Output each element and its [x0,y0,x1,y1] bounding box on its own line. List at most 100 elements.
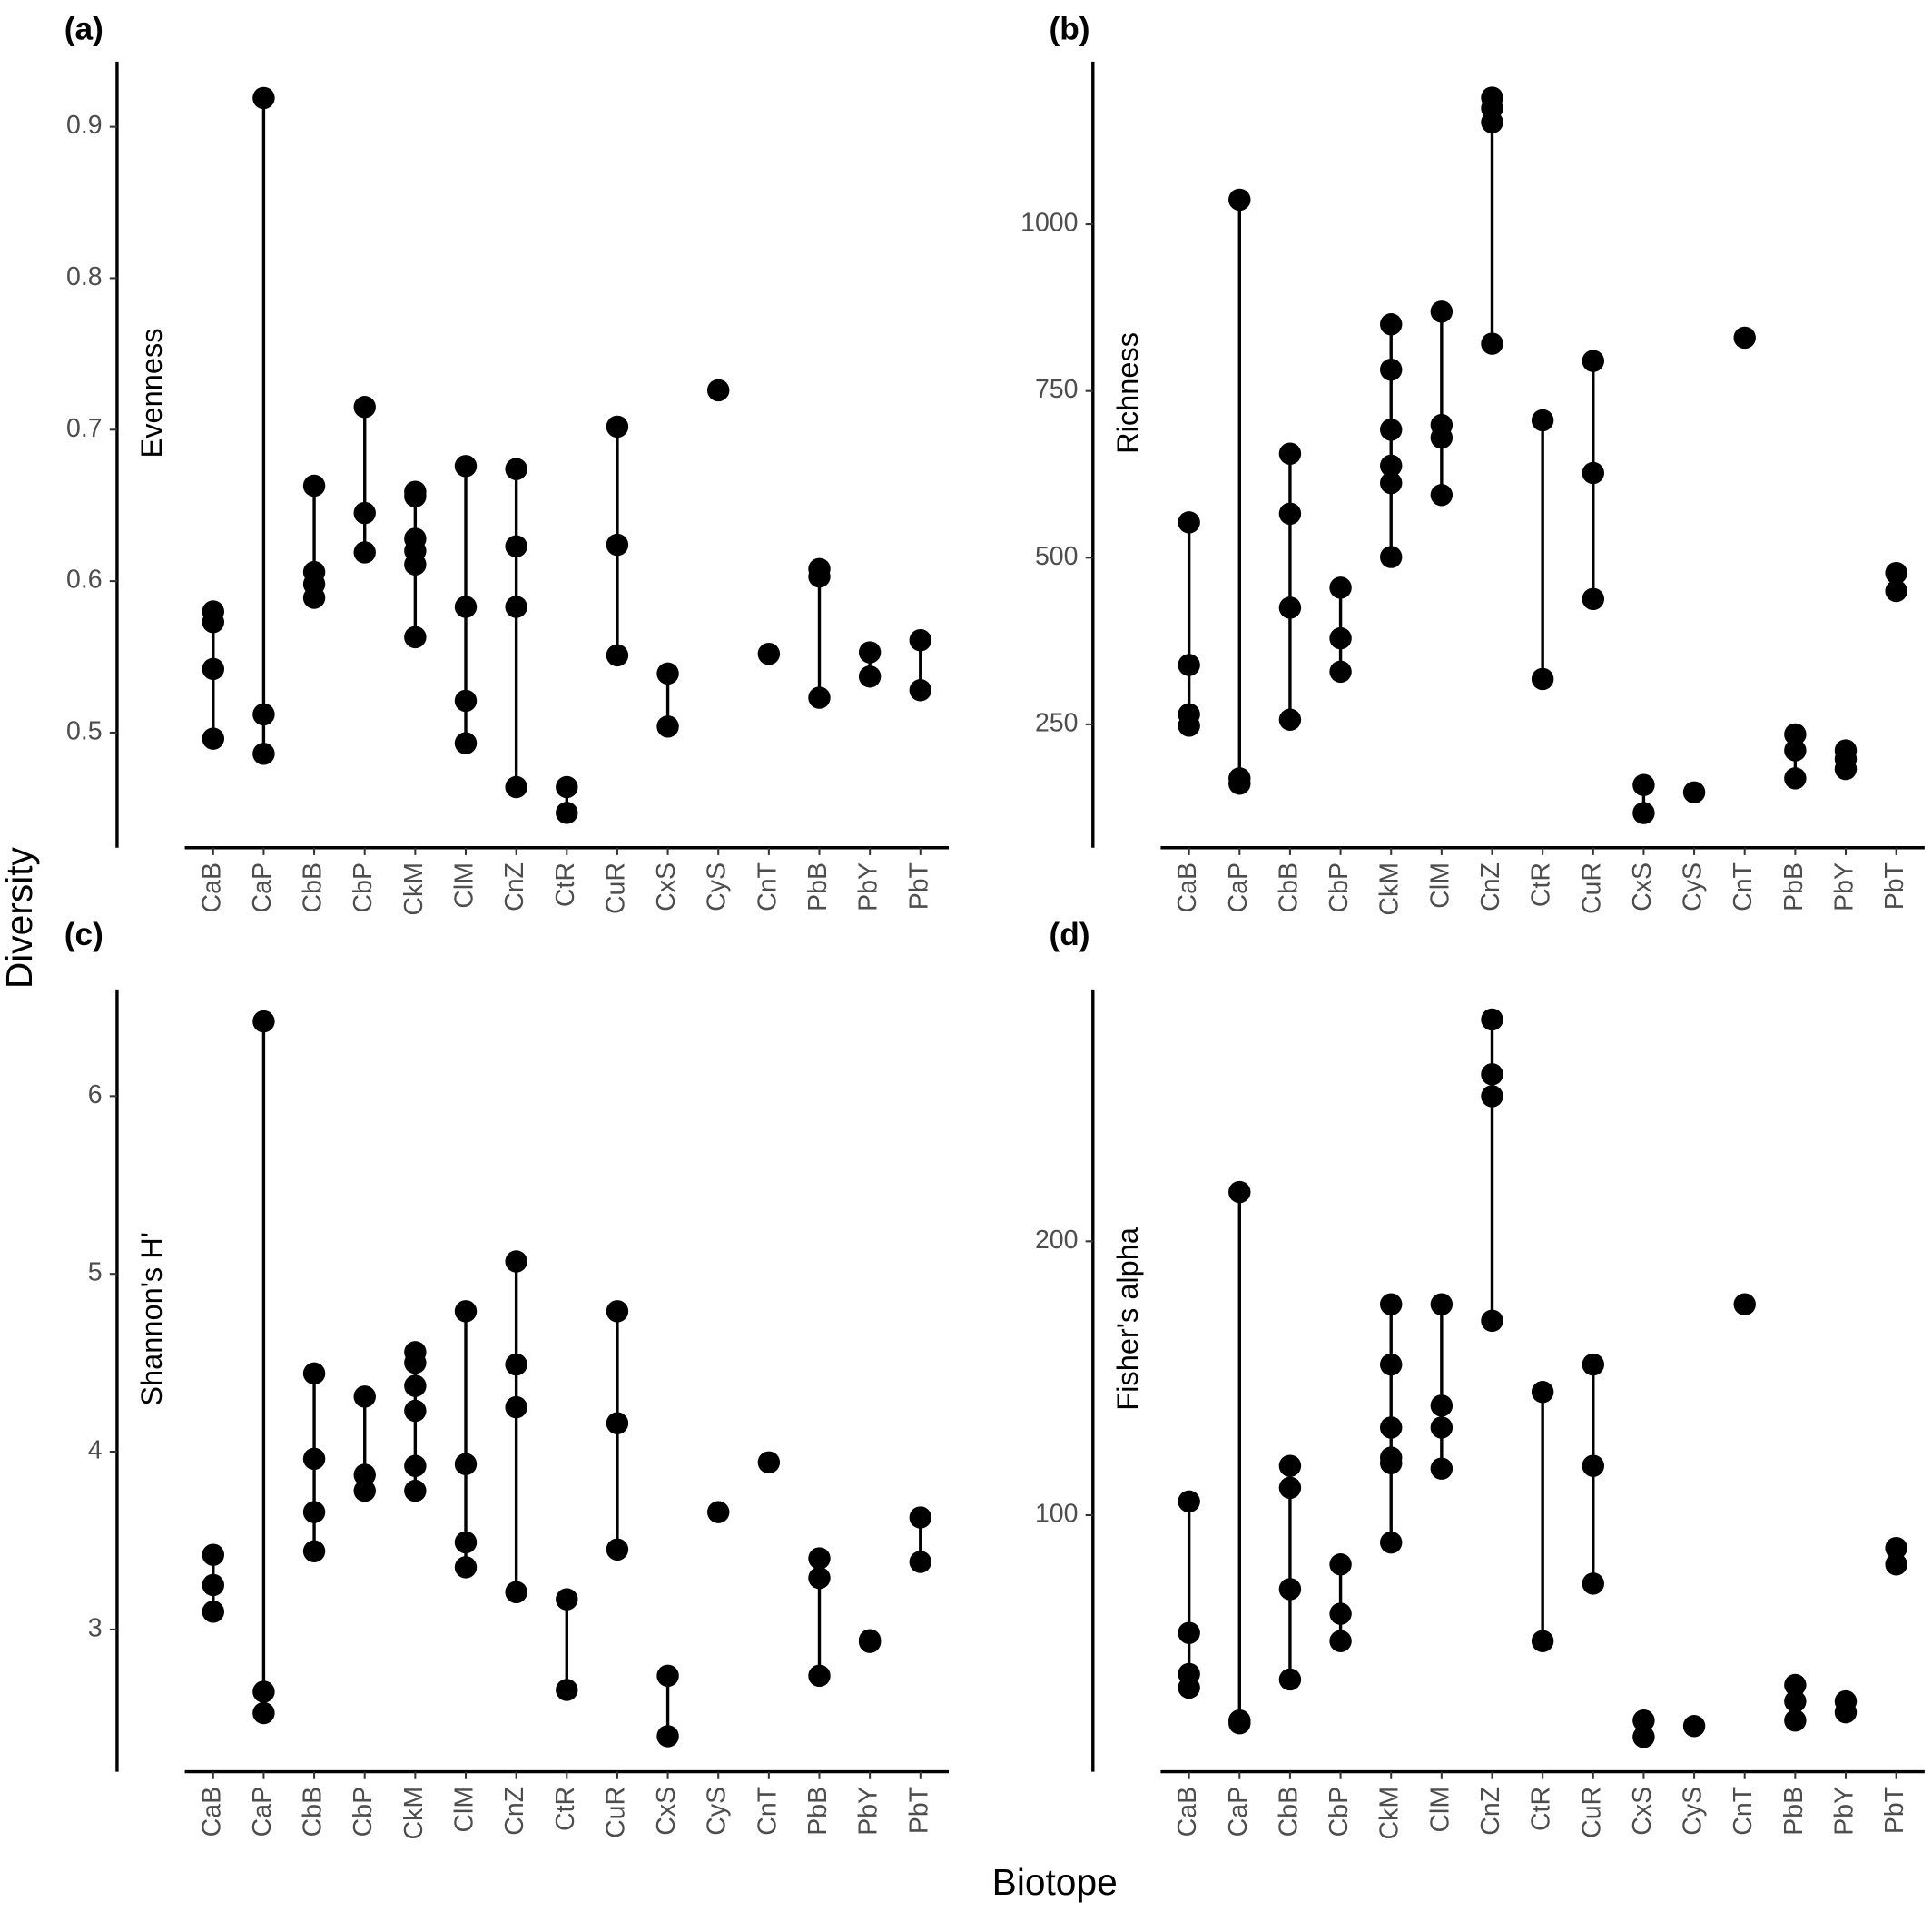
point [909,628,932,652]
point [353,1385,376,1408]
point [909,1551,932,1573]
x-tick-label: CaP [1224,862,1253,912]
point [1784,1709,1807,1732]
point [1380,313,1403,336]
x-tick-label: CtR [551,862,580,907]
x-tick-label: CbB [1274,1787,1303,1837]
point [1278,1454,1302,1477]
point [1278,1476,1302,1500]
x-tick-label: CxS [1628,862,1657,911]
point [556,1588,578,1611]
point [302,1447,326,1471]
point [1885,1536,1907,1560]
y-tick-label: 100 [1035,1500,1079,1529]
point [202,727,224,750]
point [202,1573,224,1597]
x-tick-label: ClM [450,862,479,909]
y-axis-label: Evenness [135,328,168,458]
x-tick-label: CkM [1375,1787,1405,1840]
x-tick-label: CuR [1577,1787,1606,1838]
point [404,1374,427,1397]
y-tick-label: 200 [1035,1226,1079,1255]
x-tick-label: CyS [703,862,732,911]
point [1733,326,1756,350]
x-tick-label: CnT [753,1787,782,1836]
x-tick-label: CbB [1274,862,1303,912]
panel-letter: (c) [64,917,104,952]
x-tick-label: CaB [197,1787,226,1837]
y-axis-label: Fisher's alpha [1111,1226,1144,1411]
point [1430,1457,1454,1480]
point [1531,667,1554,691]
point [909,679,932,702]
point [1278,1668,1302,1691]
point [1178,1490,1200,1513]
point [202,657,224,681]
y-tick-label: 5 [88,1258,103,1287]
point [353,396,376,419]
x-tick-label: CbB [299,862,328,912]
point [404,485,427,507]
point [454,455,478,478]
point [353,1479,376,1502]
point [1329,1602,1352,1625]
point [1329,1553,1352,1576]
point [656,715,679,738]
x-tick-label: CbP [349,1787,378,1837]
point [302,1362,326,1385]
x-tick-label: CaB [1173,862,1202,912]
point [505,1395,527,1419]
point [1380,546,1403,568]
panel-letter: (d) [1049,917,1089,952]
x-tick-label: PbB [803,862,833,911]
point [1178,654,1200,676]
x-tick-label: ClM [1425,1787,1454,1833]
point [202,610,224,634]
y-tick-label: 0.9 [66,111,103,140]
x-tick-label: CyS [1679,862,1708,911]
x-tick-label: PbB [1779,862,1809,911]
point [707,379,730,402]
point [1582,1572,1604,1595]
point [1430,1293,1454,1315]
point [1380,419,1403,441]
point [606,1300,629,1323]
x-tick-label: CbP [349,862,378,912]
point [505,458,527,480]
point [1632,802,1655,824]
x-tick-label: CaB [1173,1787,1202,1837]
point [1178,1676,1200,1699]
point [1329,626,1352,650]
point [606,415,629,438]
point [1278,708,1302,731]
point [1481,332,1503,355]
point [1228,1180,1251,1204]
point [858,641,882,664]
point [454,1300,478,1323]
point [404,1399,427,1423]
x-tick-label: CxS [652,862,681,911]
y-tick-label: 4 [88,1436,103,1465]
x-tick-label: CbB [299,1787,328,1837]
point [1885,1553,1907,1576]
x-tick-label: ClM [450,1787,479,1833]
x-tick-label: CnT [1729,1787,1758,1836]
point [1278,502,1302,526]
point [1481,111,1503,133]
x-tick-label: CyS [703,1787,732,1836]
point [252,1701,275,1725]
point [1430,1394,1454,1417]
x-tick-label: PbB [803,1787,833,1836]
point [1481,1309,1503,1333]
point [353,501,376,525]
x-tick-label: CnZ [1476,1787,1505,1836]
point [1380,1293,1403,1315]
point [1380,1452,1403,1474]
point [1784,723,1807,746]
x-tick-label: CuR [601,1787,630,1838]
point [757,642,781,665]
x-tick-label: CxS [652,1787,681,1836]
point [1430,484,1454,507]
point [454,732,478,754]
point [1834,757,1858,781]
